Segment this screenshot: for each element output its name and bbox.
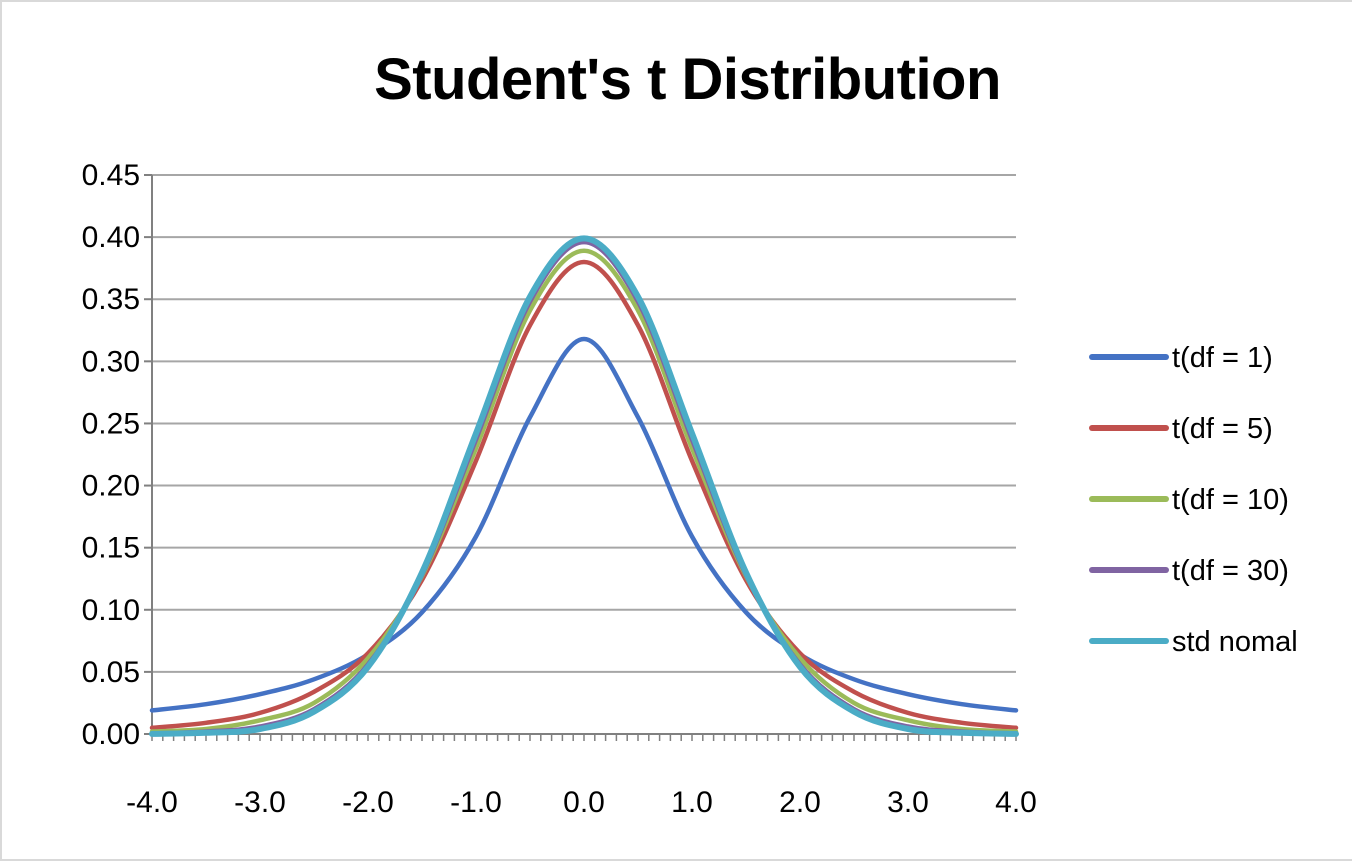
x-axis: -4.0 -3.0 -2.0 -1.0 0.0 1.0 2.0 3.0 4.0 bbox=[126, 733, 1037, 819]
x-tick-label: -3.0 bbox=[234, 786, 286, 819]
y-tick-label: 0.35 bbox=[82, 283, 140, 316]
x-tick-label: -2.0 bbox=[342, 786, 394, 819]
x-tick-label: -1.0 bbox=[450, 786, 502, 819]
y-tick-label: 0.00 bbox=[82, 718, 140, 751]
y-tick-label: 0.15 bbox=[82, 532, 140, 565]
y-axis-ticks: 0.00 0.05 0.10 0.15 0.20 0.25 0.30 0.35 0.40 0.45 bbox=[82, 159, 153, 751]
series-lines bbox=[149, 235, 1019, 737]
x-tick-label: 0.0 bbox=[563, 786, 605, 819]
series-line-2 bbox=[149, 259, 1019, 731]
y-tick-label: 0.05 bbox=[82, 656, 140, 689]
series-line-3 bbox=[149, 248, 1019, 734]
series-line-4 bbox=[149, 239, 1019, 736]
legend: t(df = 1) t(df = 5) t(df = 10) t(df = 30) st… bbox=[1089, 342, 1298, 658]
legend-label: t(df = 5) bbox=[1172, 413, 1273, 445]
series-line-1 bbox=[149, 336, 1019, 713]
chart-title: Student's t Distribution bbox=[374, 47, 1001, 112]
legend-label: std nomal bbox=[1172, 626, 1298, 658]
y-tick-label: 0.20 bbox=[82, 470, 140, 503]
gridlines bbox=[152, 174, 1016, 673]
legend-label: t(df = 10) bbox=[1172, 484, 1289, 516]
x-tick-label: 3.0 bbox=[887, 786, 929, 819]
legend-label: t(df = 1) bbox=[1172, 342, 1273, 374]
y-tick-label: 0.40 bbox=[82, 221, 140, 254]
y-tick-label: 0.25 bbox=[82, 407, 140, 440]
x-tick-label: 2.0 bbox=[779, 786, 821, 819]
x-tick-label: 4.0 bbox=[995, 786, 1037, 819]
x-tick-label: -4.0 bbox=[126, 786, 178, 819]
legend-label: t(df = 30) bbox=[1172, 555, 1289, 587]
x-tick-label: 1.0 bbox=[671, 786, 713, 819]
y-tick-label: 0.30 bbox=[82, 345, 140, 378]
series-line-5 bbox=[149, 235, 1019, 737]
y-tick-label: 0.10 bbox=[82, 594, 140, 627]
y-tick-label: 0.45 bbox=[82, 159, 140, 192]
